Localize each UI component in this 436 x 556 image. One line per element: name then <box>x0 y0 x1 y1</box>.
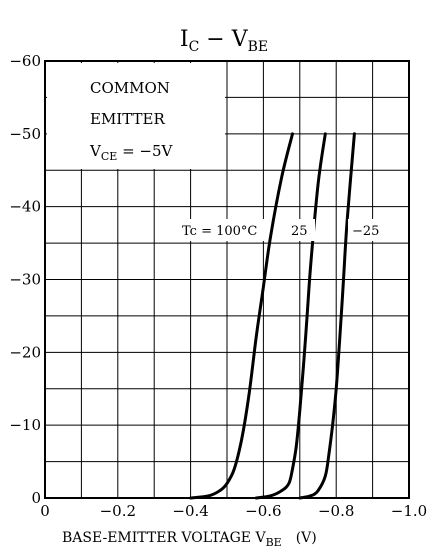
y-tick-label: −60 <box>9 52 41 70</box>
label-bg-100 <box>178 219 266 241</box>
x-axis-label: BASE-EMITTER VOLTAGE VBE (V) <box>62 530 317 549</box>
series-line-0 <box>189 132 294 500</box>
ticks: 0 −0.2 −0.4 −0.6 −0.8 −1.0 0 −10 −20 −30 −40 −50 −60 <box>9 52 427 520</box>
title-sub1: C <box>189 39 200 55</box>
x-tick-label: −1.0 <box>391 502 427 520</box>
curve-label-100c: Tc = 100°C <box>182 224 257 239</box>
y-tick-label: −40 <box>9 198 41 216</box>
info-line-vce: VCE = −5V <box>89 142 174 163</box>
info-line-common: COMMON <box>90 79 170 97</box>
vce-rest: = −5V <box>117 142 173 160</box>
xlabel-main: BASE-EMITTER VOLTAGE V <box>62 530 266 546</box>
x-tick-label: −0.6 <box>245 502 281 520</box>
plot-frame <box>44 60 410 499</box>
y-tick-label: −10 <box>9 416 41 434</box>
title-main: I <box>180 27 189 52</box>
series-line-2 <box>298 132 356 500</box>
label-bg-m25 <box>348 219 388 241</box>
label-bg-25 <box>287 219 315 241</box>
y-tick-label: −50 <box>9 125 41 143</box>
x-tick-label: −0.8 <box>318 502 354 520</box>
curve-label-25: 25 <box>291 224 308 239</box>
y-tick-label: −20 <box>9 343 41 361</box>
x-tick-label: 0 <box>40 502 50 520</box>
chart-title: IC − VBE <box>180 27 268 55</box>
curves <box>189 132 356 500</box>
y-tick-label: 0 <box>31 489 41 507</box>
xlabel-unit: (V) <box>296 530 317 546</box>
info-box <box>47 63 225 169</box>
xlabel-sub: BE <box>266 536 282 549</box>
vce-main: V <box>89 142 102 160</box>
x-tick-label: −0.4 <box>172 502 208 520</box>
curve-label-minus25: −25 <box>352 224 379 239</box>
y-tick-label: −30 <box>9 271 41 289</box>
title-dash: − V <box>199 27 248 52</box>
series-line-1 <box>254 132 327 500</box>
info-line-emitter: EMITTER <box>90 110 165 128</box>
title-sub2: BE <box>248 39 269 55</box>
vce-sub: CE <box>101 150 117 163</box>
x-tick-label: −0.2 <box>100 502 136 520</box>
